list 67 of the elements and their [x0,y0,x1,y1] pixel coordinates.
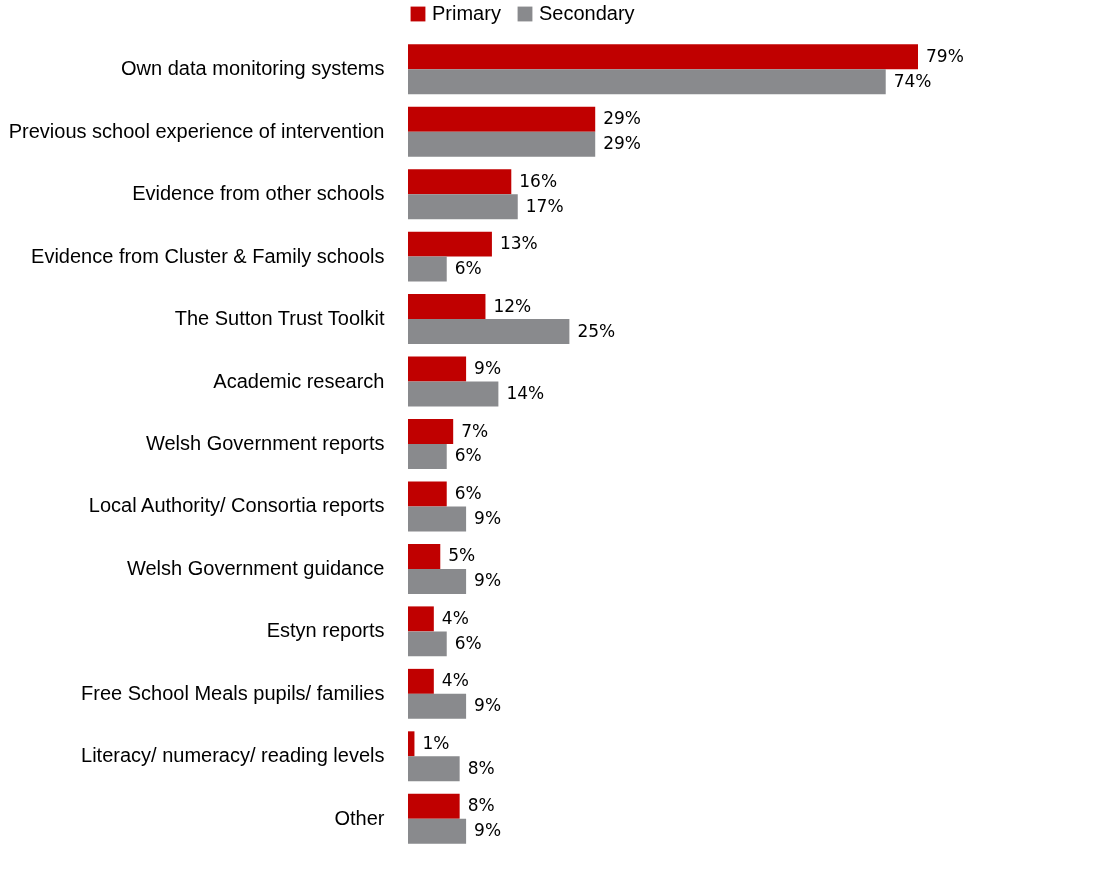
y-tick-label: Literacy/ numeracy/ reading levels [81,744,385,767]
bar [408,793,460,819]
bar [408,606,434,632]
y-tick-label: The Sutton Trust Toolkit [174,307,385,330]
bar [408,194,518,220]
data-label: 29% [603,108,642,129]
bar [408,319,570,345]
data-label: 16% [519,170,558,191]
bar [408,106,596,132]
bar [408,481,447,507]
y-tick-label: Evidence from other schools [132,182,385,205]
data-label: 5% [448,545,476,566]
bar [408,818,467,844]
y-tick-label: Local Authority/ Consortia reports [88,494,385,517]
y-tick-label: Estyn reports [266,619,385,642]
data-label: 6% [454,258,482,279]
bar [408,294,486,320]
bar [408,444,447,469]
bar [408,731,415,757]
bar [408,631,447,657]
legend-label: Secondary [539,2,635,24]
y-tick-label: Own data monitoring systems [121,57,385,80]
bar [408,543,441,569]
y-tick-label: Evidence from Cluster & Family schools [31,244,385,267]
data-label: 9% [474,358,502,379]
data-label: 7% [461,420,489,441]
data-label: 13% [499,233,538,254]
y-tick-label: Academic research [213,369,385,392]
y-tick-label: Welsh Government guidance [126,556,385,579]
bar [408,668,434,694]
bar [408,419,454,444]
data-label: 12% [493,295,532,316]
bar [408,693,467,719]
data-label: 6% [454,482,482,503]
data-label: 9% [474,820,502,841]
data-label: 29% [603,133,642,154]
data-label: 17% [525,195,564,216]
data-label: 14% [506,383,545,404]
bar [408,506,467,532]
bar [408,356,467,382]
bar [408,568,467,594]
legend-label: Primary [432,2,501,24]
bar [408,381,499,407]
data-label: 9% [474,507,502,528]
y-tick-label: Previous school experience of intervention [8,119,385,142]
y-tick-label: Other [334,806,385,829]
y-tick-label: Welsh Government reports [145,432,385,454]
bar [408,169,512,195]
data-label: 1% [422,732,450,753]
bar [408,756,460,782]
data-label: 9% [474,695,502,716]
bar [408,131,596,157]
data-label: 6% [454,632,482,653]
data-label: 25% [577,320,616,341]
data-label: 79% [926,45,964,66]
data-label: 4% [441,607,469,628]
y-tick-label: Free School Meals pupils/ families [81,681,385,704]
data-label: 8% [467,757,495,778]
data-label: 74% [893,70,932,91]
data-label: 4% [441,670,469,691]
bar [408,69,886,95]
bar [408,231,492,257]
data-label: 6% [454,445,482,466]
bar [408,44,918,70]
bar [408,256,447,282]
data-label: 8% [467,795,495,816]
data-label: 9% [474,570,502,591]
